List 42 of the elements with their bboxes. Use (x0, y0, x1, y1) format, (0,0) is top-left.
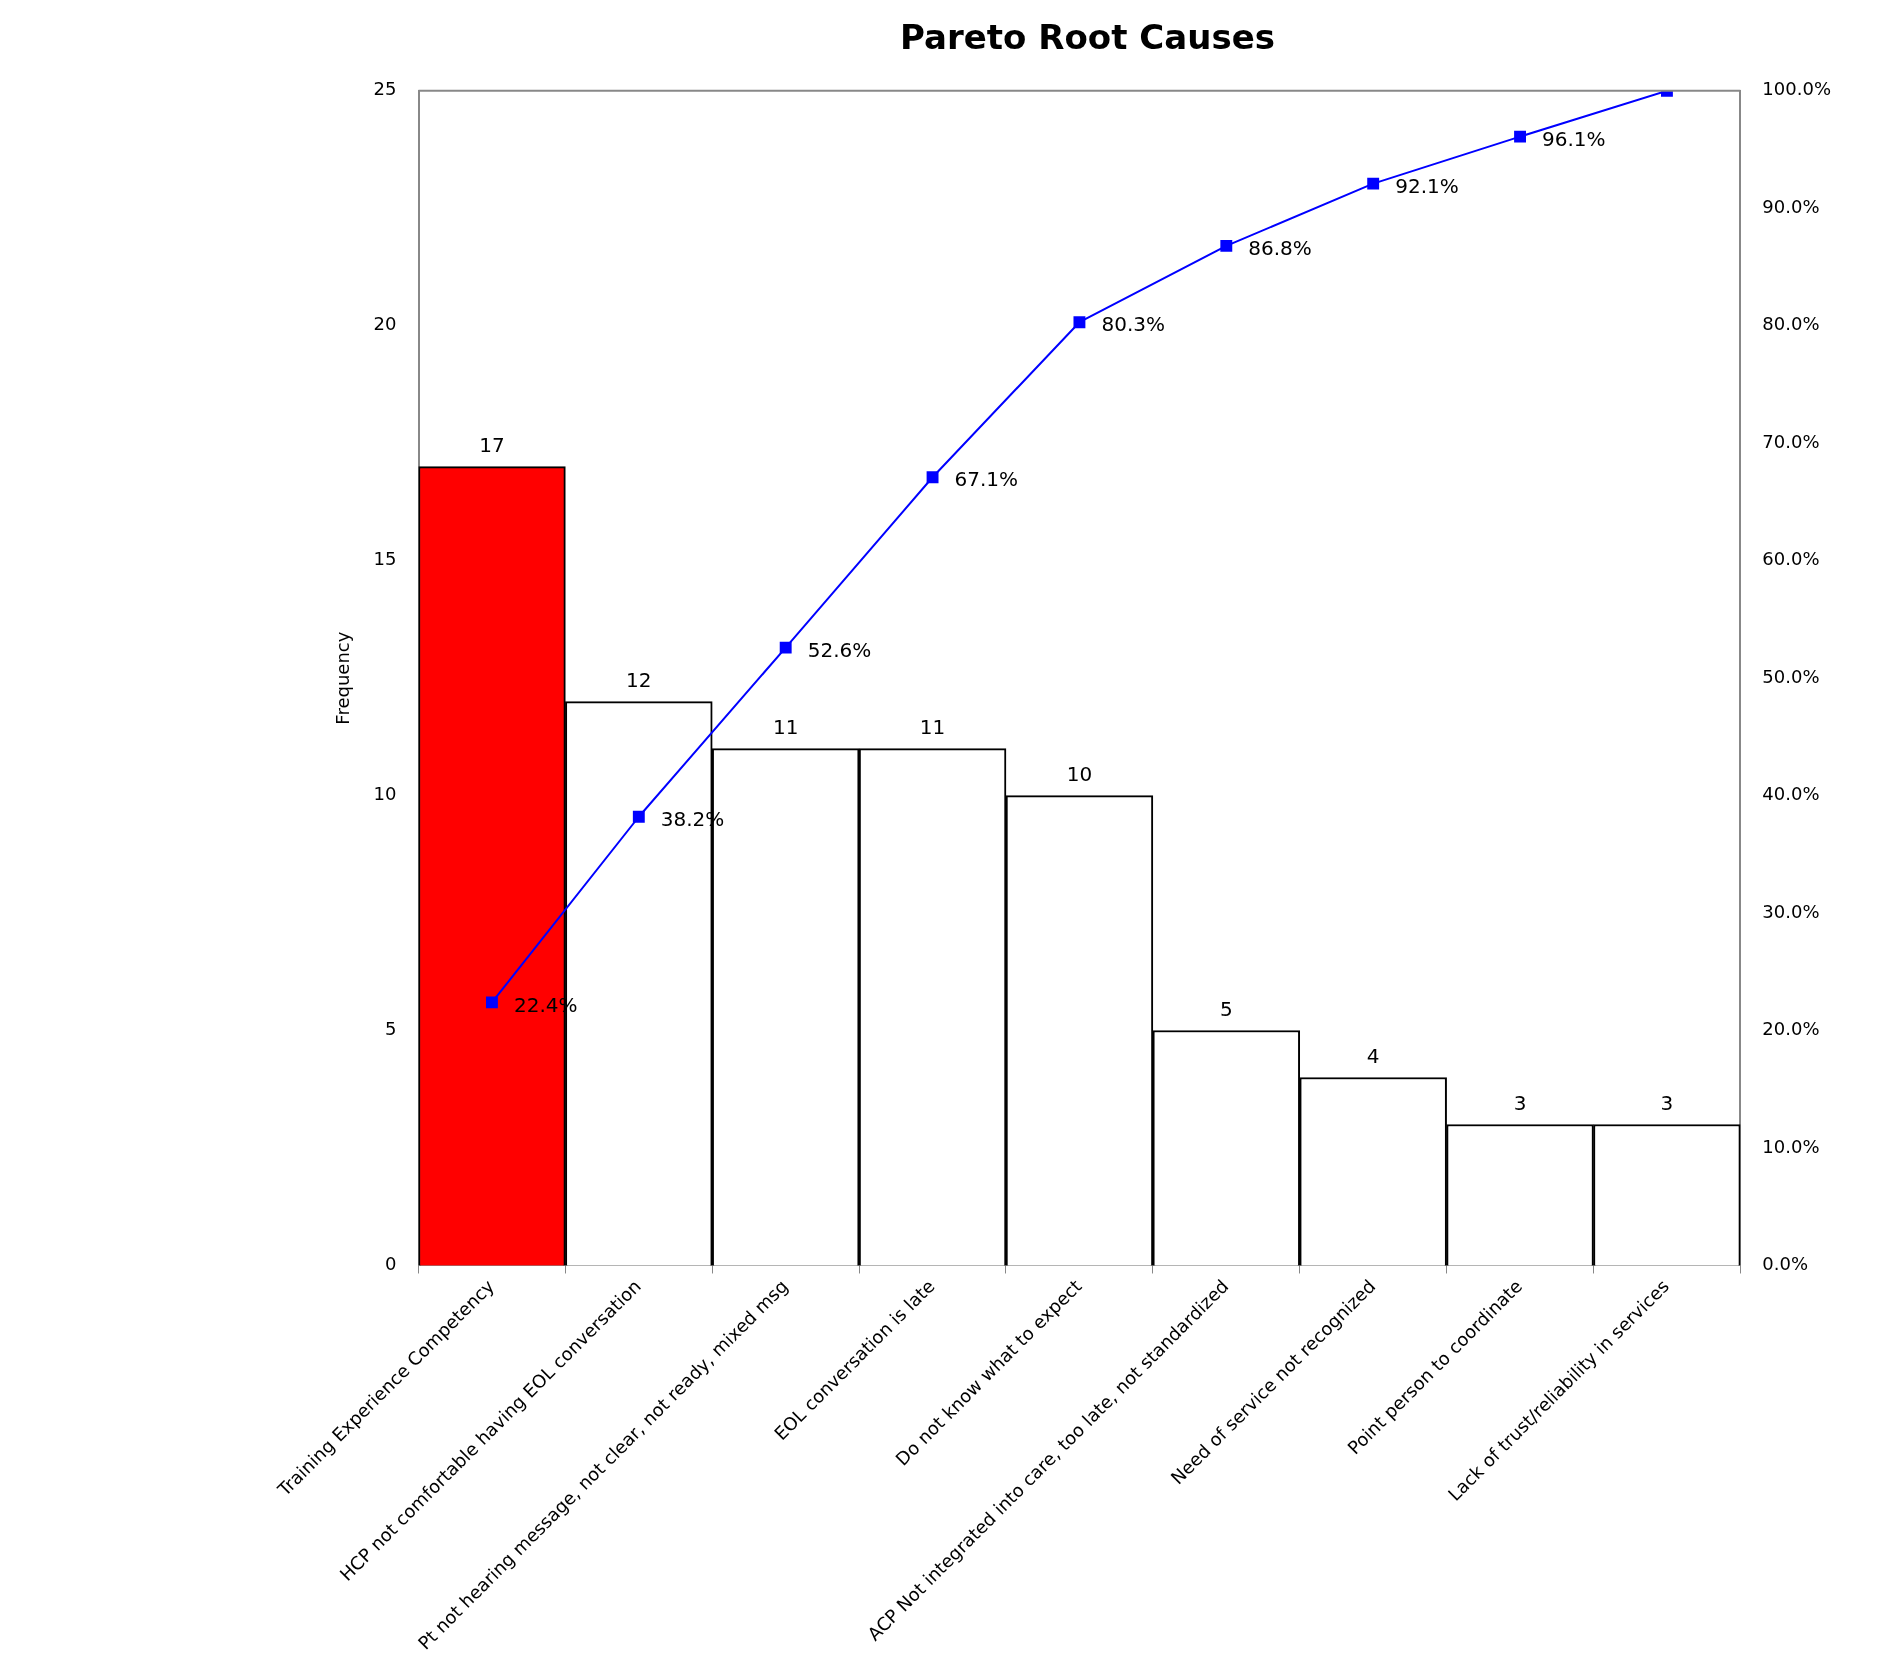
data-label: 80.3% (1101, 312, 1165, 337)
y2-tick-label: 20.0% (1762, 1018, 1820, 1040)
y2-tick-label: 30.0% (1762, 900, 1820, 922)
point (1220, 239, 1233, 252)
data-label: 11 (919, 714, 946, 739)
data-label: 5 (1219, 996, 1233, 1021)
y-tick-label: 5 (385, 1018, 397, 1040)
point (1073, 316, 1086, 329)
data-label: 17 (479, 432, 505, 457)
y-tick-label: 20 (373, 313, 397, 335)
point (485, 996, 498, 1009)
data-label: 3 (1513, 1090, 1527, 1115)
y-tick-label: 10 (373, 783, 397, 805)
y2-tick-label: 50.0% (1762, 665, 1820, 687)
y-axis-title: Frequency (332, 631, 354, 725)
y-tick-label: 25 (373, 78, 397, 100)
point (926, 471, 939, 484)
data-label: 92.1% (1395, 173, 1459, 198)
data-label: 52.6% (807, 637, 872, 662)
data-label: 86.8% (1248, 236, 1312, 261)
data-label: 11 (772, 714, 799, 739)
y2-tick-label: 40.0% (1762, 783, 1820, 805)
point (779, 641, 792, 654)
data-label: 3 (1660, 1090, 1674, 1115)
y-tick-label: 0 (385, 1253, 397, 1275)
y2-tick-label: 100.0% (1762, 78, 1832, 100)
data-label: 12 (626, 667, 652, 692)
data-label: 10 (1066, 761, 1093, 786)
point (1367, 177, 1380, 190)
chart-title: Pareto Root Causes (900, 17, 1275, 58)
point (632, 810, 645, 823)
y2-tick-label: 0.0% (1762, 1253, 1809, 1275)
y2-tick-label: 80.0% (1762, 313, 1820, 335)
y2-tick-label: 70.0% (1762, 430, 1820, 452)
y-tick-label: 15 (373, 548, 397, 570)
data-label: 67.1% (954, 467, 1019, 492)
y2-tick-label: 10.0% (1762, 1135, 1820, 1157)
data-label: 4 (1366, 1043, 1380, 1068)
y2-tick-label: 60.0% (1762, 548, 1820, 570)
data-label: 96.1% (1542, 126, 1606, 151)
y2-tick-label: 90.0% (1762, 195, 1820, 217)
point (1514, 130, 1527, 143)
